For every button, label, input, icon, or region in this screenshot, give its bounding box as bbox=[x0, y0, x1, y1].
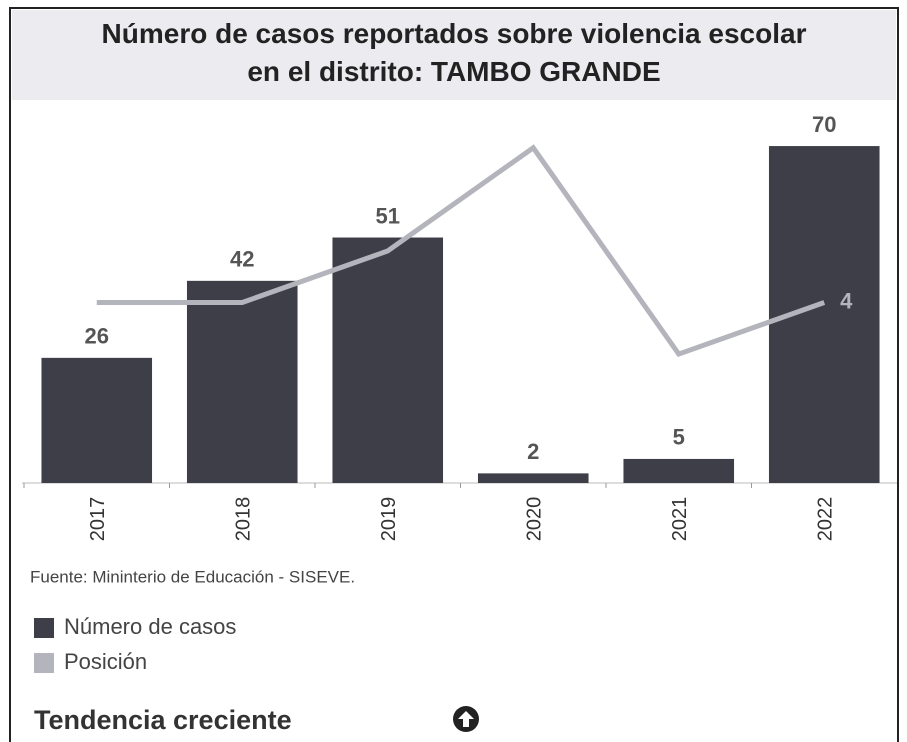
x-tick-label: 2017 bbox=[87, 497, 109, 542]
trend-label: Tendencia creciente bbox=[34, 705, 292, 735]
bar bbox=[623, 458, 735, 483]
data-label: 51 bbox=[376, 203, 400, 228]
legend-swatch bbox=[34, 618, 54, 638]
x-tick-label: 2020 bbox=[524, 497, 546, 542]
chart-title: Número de casos reportados sobre violenc… bbox=[102, 18, 807, 87]
bar bbox=[332, 237, 444, 483]
x-tick-label: 2019 bbox=[378, 497, 400, 542]
data-label: 70 bbox=[812, 112, 836, 137]
legend-label: Número de casos bbox=[64, 614, 236, 639]
bar bbox=[477, 473, 589, 483]
frame bbox=[9, 7, 899, 742]
data-label: 26 bbox=[85, 324, 109, 349]
legend-label: Posición bbox=[64, 649, 147, 674]
bar bbox=[186, 280, 298, 483]
source: Fuente: Mininterio de Educación - SISEVE… bbox=[30, 567, 355, 586]
title-background bbox=[12, 10, 896, 100]
trend-icon bbox=[453, 706, 479, 732]
data-label: 2 bbox=[527, 439, 539, 464]
legend-swatch bbox=[34, 653, 54, 673]
bar bbox=[41, 357, 153, 483]
data-label: 4 bbox=[840, 288, 853, 313]
data-label: 42 bbox=[230, 247, 254, 272]
data-label: 5 bbox=[673, 425, 685, 450]
x-tick-label: 2021 bbox=[669, 497, 691, 542]
x-tick-label: 2022 bbox=[815, 497, 837, 542]
x-tick-label: 2018 bbox=[233, 497, 255, 542]
line bbox=[96, 144, 826, 358]
